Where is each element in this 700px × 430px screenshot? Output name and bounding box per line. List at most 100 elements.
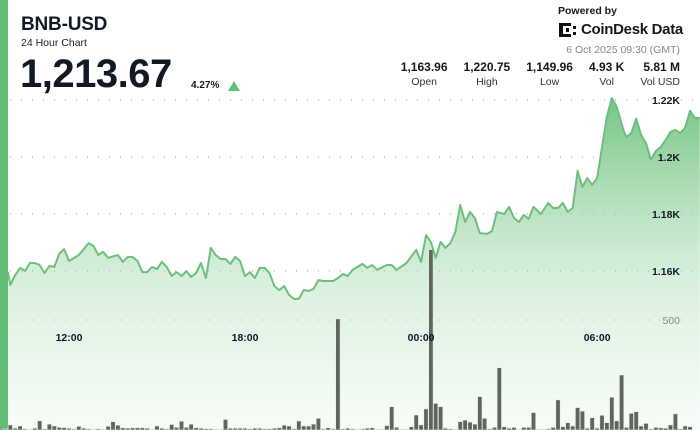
y-tick-label: 1.22K [652,95,680,107]
volume-bar [17,425,23,430]
volume-bar [408,426,414,430]
volume-bar [594,427,600,430]
stat-vol-usd: 5.81 M Vol USD [640,60,680,88]
stat-high: 1,220.75 High [464,60,511,88]
volume-bar [663,427,669,430]
volume-bar [301,425,307,430]
volume-bar [12,427,18,430]
volume-bar [472,423,478,430]
volume-bar [579,410,585,430]
volume-bars [2,249,693,430]
volume-bar [565,422,571,430]
stat-label: Low [539,76,560,88]
volume-bar [438,406,444,430]
current-price: 1,213.67 [20,52,172,96]
coindesk-logo: CoinDesk Data [558,21,683,39]
stat-label: High [476,76,498,88]
y-tick-label: 1.18K [652,209,680,221]
volume-bar [667,424,673,430]
volume-bar [575,407,581,430]
volume-bar [423,408,429,430]
volume-bar [570,425,576,430]
volume-bar [687,426,693,430]
stat-label: Vol [599,76,614,88]
y-tick-label: 1.2K [658,152,681,164]
volume-bar [467,421,473,430]
volume-bar [477,396,483,430]
volume-bar [237,427,243,430]
volume-bar [457,421,463,430]
y-tick-label: 1.16K [652,266,680,278]
volume-bar [227,427,233,430]
volume-bar [203,428,209,430]
stat-vol: 4.93 K Vol [589,60,624,88]
volume-bar [81,427,87,430]
volume-bar [115,424,121,430]
volume-bar [345,427,351,430]
x-tick-label: 12:00 [56,332,83,344]
x-tick-label: 00:00 [408,332,435,344]
volume-bar [442,427,448,430]
price-line [7,97,700,300]
volume-bar [154,425,160,430]
volume-bar [418,424,424,430]
volume-bar [232,427,238,430]
volume-bar [604,422,610,430]
coindesk-mark-icon [559,23,576,37]
stat-label: Vol USD [640,76,680,88]
volume-bar [672,413,678,430]
volume-bar [501,426,507,430]
volume-bar [633,411,639,430]
volume-bar [76,425,82,430]
volume-bar [286,425,292,430]
volume-bar [530,412,536,430]
accent-bar [0,0,8,430]
volume-bar [257,427,263,430]
timestamp: 6 Oct 2025 09:30 (GMT) [566,44,680,56]
volume-bar [281,424,287,430]
volume-bar [506,427,512,430]
volume-bar [428,249,434,430]
volume-bar [619,374,625,430]
stat-value: 4.93 K [588,60,625,74]
volume-bar [335,318,341,430]
stats-row: 1,163.96 Open 1,220.75 High 1,149.96 Low 4.… [385,60,680,88]
volume-bar [638,425,644,430]
volume-bar [462,419,468,430]
volume-bar [179,420,185,430]
volume-bar [584,427,590,430]
volume-bar [555,399,561,430]
volume-bar [271,427,277,430]
volume-bar [310,423,316,430]
stat-label: Open [411,76,437,88]
volume-bar [7,424,13,430]
stat-value: 1,163.96 [400,60,448,74]
volume-bar [315,417,321,430]
volume-bar [482,417,488,430]
volume-bar [433,403,439,430]
volume-bar [628,412,634,430]
volume-bar [105,425,111,430]
stat-value: 1,220.75 [463,60,511,74]
stat-value: 1,149.96 [526,60,573,74]
volume-bar [682,425,688,430]
volume-bar [252,427,258,430]
axis-labels: 1.22K 1.2K 1.18K 1.16K 500 12:00 18:00 00:00 06:… [56,95,681,344]
stat-value: 5.81 M [643,60,680,74]
x-tick-label: 06:00 [584,332,611,344]
stat-low: 1,149.96 Low [526,60,573,88]
price-change: 4.27% [191,80,220,91]
volume-bar [296,420,302,430]
volume-bar [37,420,43,430]
volume-bar [306,425,312,430]
volume-bar [144,427,150,430]
x-tick-label: 18:00 [232,332,259,344]
brand-name: CoinDesk Data [581,21,683,38]
volume-bar [242,427,248,430]
symbol-title: BNB-USD [21,14,108,35]
volume-bar [643,423,649,430]
price-area [8,98,700,430]
volume-bar [159,427,165,430]
chart-subtitle: 24 Hour Chart [21,37,87,49]
volume-bar [66,427,72,430]
